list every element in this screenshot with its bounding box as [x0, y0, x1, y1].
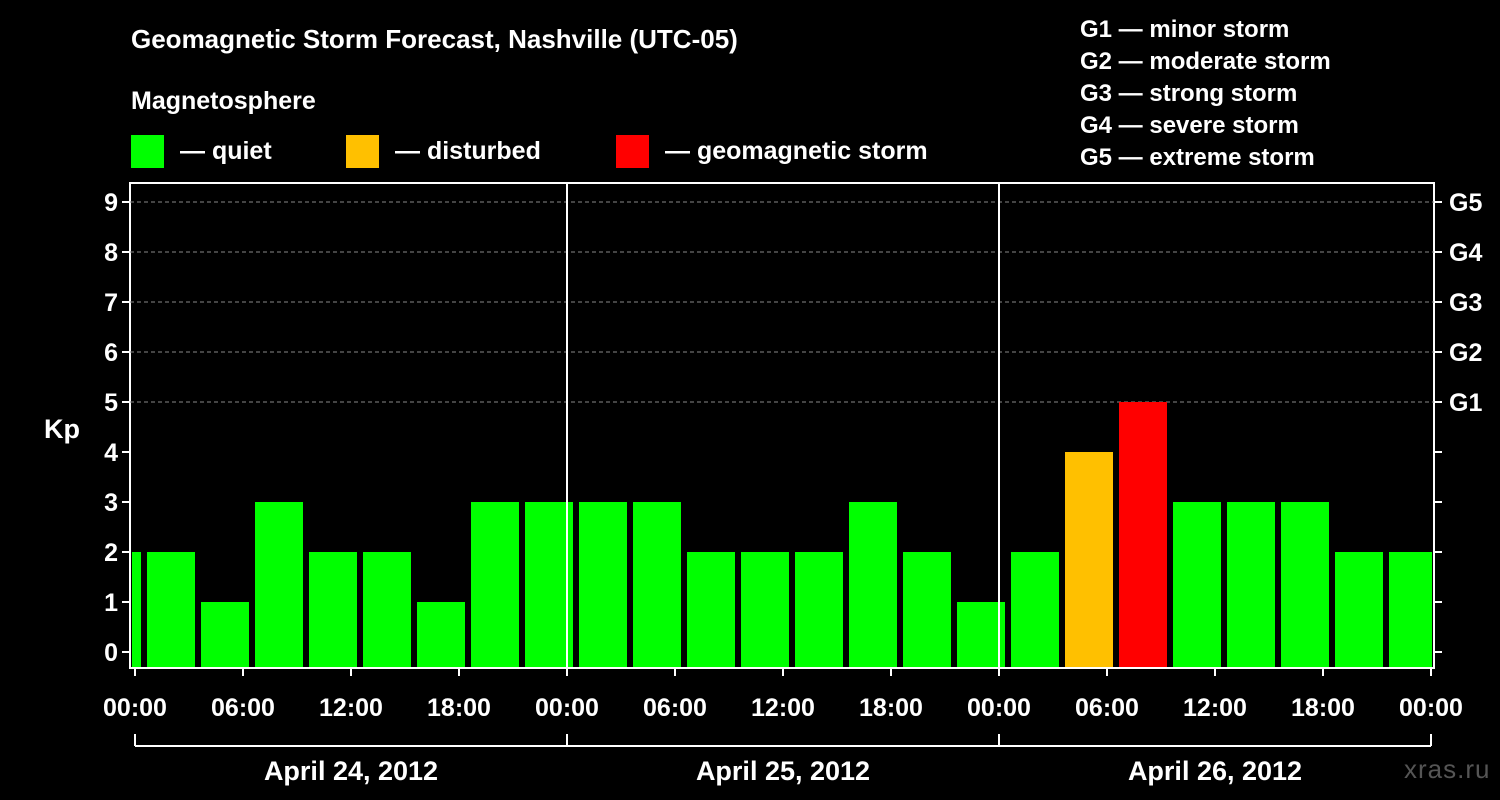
- kp-bar: [579, 502, 627, 667]
- kp-bar: [849, 502, 897, 667]
- storm-scale-g4: G4 — severe storm: [1080, 112, 1299, 139]
- y-tick-label: 5: [104, 389, 118, 417]
- x-tick-label: 00:00: [535, 694, 599, 722]
- y-tick-label: 6: [104, 339, 118, 367]
- y-tick-label: 8: [104, 239, 118, 267]
- x-tick-label: 18:00: [1291, 694, 1355, 722]
- legend-subtitle: Magnetosphere: [131, 87, 316, 115]
- x-tick-label: 06:00: [1075, 694, 1139, 722]
- x-tick-label: 18:00: [859, 694, 923, 722]
- y-tick-label: 2: [104, 539, 118, 567]
- kp-bar: [1389, 552, 1432, 667]
- x-tick-label: 12:00: [751, 694, 815, 722]
- kp-bar: [1281, 502, 1329, 667]
- date-label: April 24, 2012: [264, 756, 438, 786]
- legend-swatch-storm: [616, 134, 649, 168]
- y-tick-label: 1: [104, 589, 118, 617]
- kp-bar: [957, 602, 1005, 667]
- kp-bar: [1335, 552, 1383, 667]
- g-level-label: G2: [1449, 339, 1482, 367]
- kp-bar: [741, 552, 789, 667]
- x-tick-label: 12:00: [319, 694, 383, 722]
- kp-bar: [417, 602, 465, 667]
- g-level-label: G1: [1449, 389, 1482, 417]
- storm-scale-g3: G3 — strong storm: [1080, 80, 1298, 107]
- x-tick-label: 12:00: [1183, 694, 1247, 722]
- kp-bar: [1173, 502, 1221, 667]
- x-tick-label: 00:00: [1399, 694, 1463, 722]
- storm-scale-g5: G5 — extreme storm: [1080, 144, 1315, 171]
- kp-bar: [147, 552, 195, 667]
- kp-bar: [1119, 402, 1167, 667]
- watermark: xras.ru: [1404, 754, 1491, 784]
- storm-scale-legend: G1 — minor storm G2 — moderate storm G3 …: [1080, 14, 1331, 174]
- x-tick-label: 00:00: [103, 694, 167, 722]
- legend-label-disturbed: — disturbed: [395, 136, 541, 165]
- kp-bar: [255, 502, 303, 667]
- kp-bar: [132, 552, 141, 667]
- kp-bar: [1227, 502, 1275, 667]
- legend-swatch-quiet: [131, 134, 164, 168]
- g-level-label: G4: [1449, 239, 1482, 267]
- kp-bar: [633, 502, 681, 667]
- legend-item-disturbed: — disturbed: [346, 134, 541, 168]
- kp-bar: [687, 552, 735, 667]
- storm-scale-g2: G2 — moderate storm: [1080, 48, 1331, 75]
- legend-item-storm: — geomagnetic storm: [616, 134, 928, 168]
- kp-bar: [903, 552, 951, 667]
- kp-bar: [309, 552, 357, 667]
- g-level-label: G3: [1449, 289, 1482, 317]
- legend-label-storm: — geomagnetic storm: [665, 136, 928, 165]
- storm-scale-g1: G1 — minor storm: [1080, 16, 1290, 43]
- y-tick-label: 3: [104, 489, 118, 517]
- x-tick-label: 06:00: [211, 694, 275, 722]
- x-tick-label: 18:00: [427, 694, 491, 722]
- date-label: April 26, 2012: [1128, 756, 1302, 786]
- legend-label-quiet: — quiet: [180, 136, 272, 165]
- g-level-label: G5: [1449, 189, 1482, 217]
- kp-bar: [363, 552, 411, 667]
- date-label: April 25, 2012: [696, 756, 870, 786]
- kp-bar: [795, 552, 843, 667]
- kp-bar: [1065, 452, 1113, 667]
- kp-bar: [471, 502, 519, 667]
- x-tick-label: 00:00: [967, 694, 1031, 722]
- y-axis-label: Kp: [44, 414, 80, 444]
- kp-bar: [201, 602, 249, 667]
- y-tick-label: 7: [104, 289, 118, 317]
- kp-bar: [525, 502, 573, 667]
- y-tick-label: 0: [104, 639, 118, 667]
- y-tick-label: 4: [104, 439, 118, 467]
- chart-title: Geomagnetic Storm Forecast, Nashville (U…: [131, 24, 738, 54]
- kp-bar: [1011, 552, 1059, 667]
- y-tick-label: 9: [104, 189, 118, 217]
- legend-item-quiet: — quiet: [131, 134, 272, 168]
- legend-swatch-disturbed: [346, 134, 379, 168]
- x-tick-label: 06:00: [643, 694, 707, 722]
